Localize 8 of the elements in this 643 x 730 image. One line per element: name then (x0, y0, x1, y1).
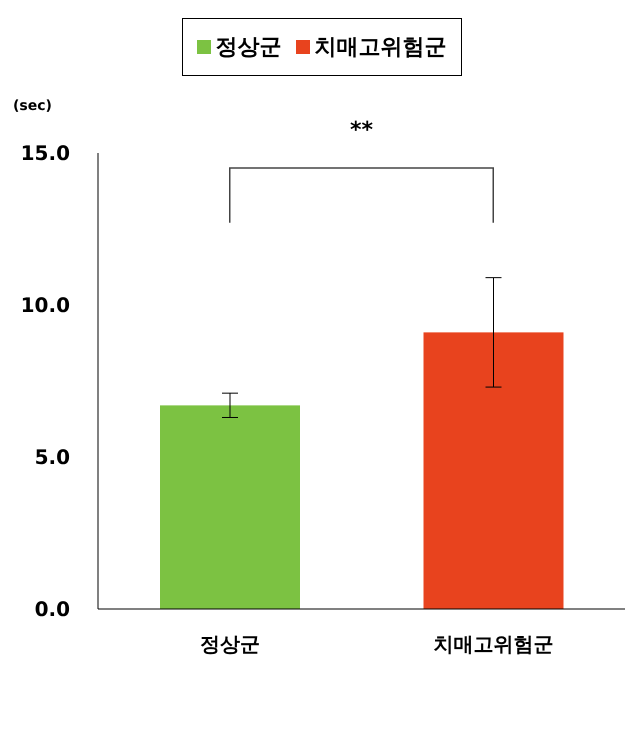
y-tick-label: 10.0 (20, 293, 70, 318)
y-tick-label: 15.0 (20, 141, 70, 166)
y-tick-label: 0.0 (34, 597, 70, 622)
legend-label: 치매고위험군 (314, 34, 446, 62)
text: ** (348, 118, 374, 143)
y-axis-title: (sec) (13, 98, 52, 114)
legend-label: 정상군 (216, 34, 282, 62)
y-tick-label: 5.0 (34, 445, 70, 470)
